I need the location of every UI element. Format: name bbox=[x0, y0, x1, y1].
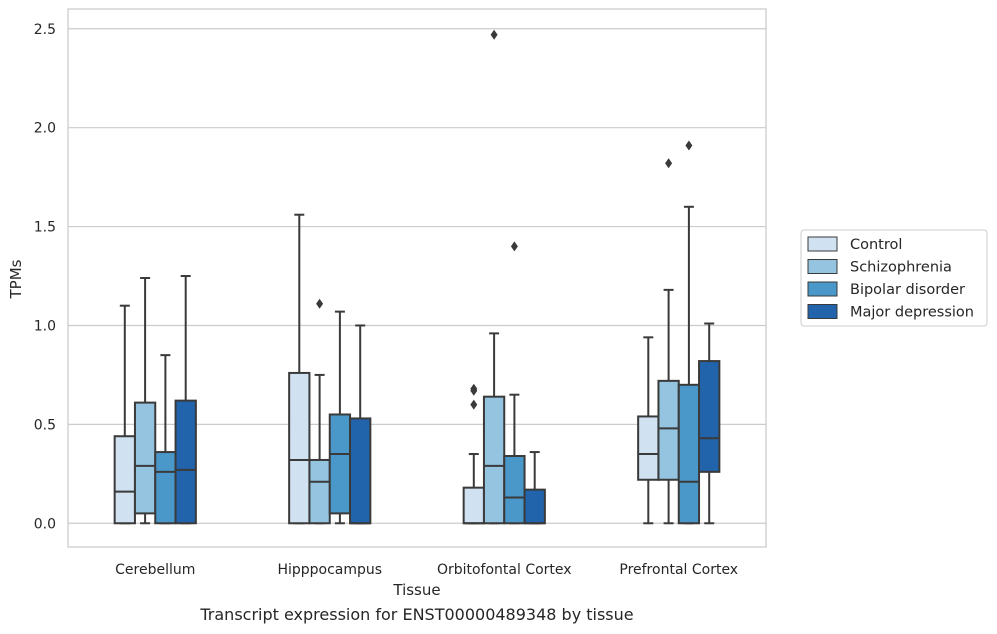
box bbox=[174, 275, 197, 525]
x-axis-label: Tissue bbox=[392, 581, 440, 599]
legend-label: Control bbox=[850, 237, 902, 253]
legend-item: Schizophrenia bbox=[807, 259, 952, 276]
box-body bbox=[523, 488, 546, 525]
y-tick-label: 0.5 bbox=[34, 417, 56, 433]
y-tick-label: 1.0 bbox=[34, 318, 56, 334]
box bbox=[503, 241, 526, 525]
outlier-point bbox=[470, 399, 478, 410]
legend-item: Control bbox=[807, 236, 902, 253]
box bbox=[133, 277, 157, 525]
box bbox=[482, 29, 506, 525]
y-tick-label: 2.0 bbox=[34, 121, 56, 137]
box-body bbox=[482, 395, 506, 525]
box bbox=[462, 383, 485, 525]
figure-caption: Transcript expression for ENST0000048934… bbox=[200, 605, 634, 624]
outlier-point bbox=[685, 140, 693, 151]
box bbox=[657, 158, 680, 525]
box-body bbox=[677, 383, 701, 525]
legend-swatch bbox=[807, 236, 838, 252]
x-tick-label: Orbitofontal Cortex bbox=[437, 562, 572, 578]
legend-item: Bipolar disorder bbox=[807, 281, 965, 298]
x-tick-label: Hipppocampus bbox=[277, 562, 382, 578]
box-body bbox=[503, 455, 526, 525]
outlier-point bbox=[316, 298, 324, 309]
box-body bbox=[113, 435, 136, 525]
legend: Control Schizophrenia Bipolar disorder Majo… bbox=[800, 229, 988, 327]
x-tick-label: Cerebellum bbox=[115, 562, 195, 578]
outlier-point bbox=[490, 29, 498, 40]
box-body bbox=[349, 417, 372, 525]
outlier-point bbox=[510, 241, 518, 252]
legend-frame bbox=[800, 229, 988, 327]
box bbox=[308, 298, 331, 525]
y-axis-label: TPMs bbox=[7, 259, 25, 299]
y-tick-label: 0.0 bbox=[34, 516, 56, 532]
box-body bbox=[698, 360, 721, 473]
box bbox=[113, 304, 136, 525]
box-body bbox=[462, 486, 485, 525]
box-body bbox=[154, 451, 177, 525]
x-tick-label: Prefrontal Cortex bbox=[619, 562, 738, 578]
x-axis: Cerebellum Hipppocampus Orbitofontal Corte… bbox=[115, 562, 738, 578]
plot-frame bbox=[67, 8, 767, 548]
legend-swatch bbox=[807, 259, 838, 274]
box bbox=[698, 322, 721, 525]
box-body bbox=[174, 399, 197, 525]
y-axis: 0.0 0.5 1.0 1.5 2.0 2.5 bbox=[34, 22, 56, 532]
boxes bbox=[113, 29, 721, 525]
outlier-point bbox=[665, 158, 673, 169]
box bbox=[154, 354, 177, 525]
box-body bbox=[328, 413, 352, 515]
legend-label: Bipolar disorder bbox=[850, 282, 965, 298]
box-body bbox=[308, 458, 331, 525]
box bbox=[523, 451, 546, 525]
box bbox=[349, 324, 372, 525]
box-body bbox=[637, 415, 660, 481]
legend-swatch bbox=[807, 304, 838, 319]
y-tick-label: 2.5 bbox=[34, 22, 56, 38]
box bbox=[288, 213, 311, 525]
box bbox=[328, 310, 352, 525]
y-tick-label: 1.5 bbox=[34, 220, 56, 236]
legend-swatch bbox=[807, 281, 838, 297]
legend-item: Major depression bbox=[807, 304, 974, 321]
box-body bbox=[133, 401, 157, 515]
legend-label: Major depression bbox=[850, 305, 974, 321]
box bbox=[677, 140, 701, 525]
legend-label: Schizophrenia bbox=[850, 260, 952, 276]
box bbox=[637, 336, 660, 525]
box-body bbox=[657, 379, 680, 481]
box-body bbox=[288, 371, 311, 525]
outlier-point bbox=[470, 383, 478, 394]
